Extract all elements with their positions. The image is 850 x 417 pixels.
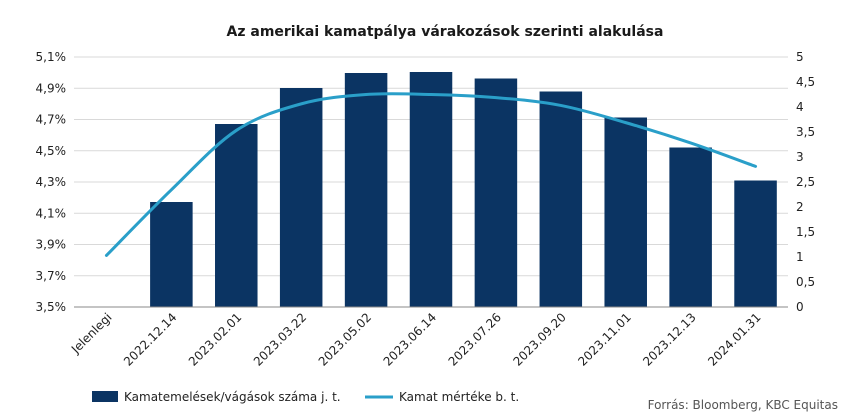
x-axis-ticks: Jelenlegi 2022.12.14 2023.02.01 2023.03.22 2…: [68, 310, 764, 368]
right-tick-label: 2,5: [796, 175, 815, 189]
bar: [669, 147, 712, 307]
left-tick-label: 4,7%: [36, 113, 67, 127]
x-tick-label: 2023.03.22: [251, 310, 309, 368]
right-tick-label: 4: [796, 100, 804, 114]
right-tick-label: 1,5: [796, 225, 815, 239]
bar: [409, 72, 453, 307]
left-tick-label: 3,7%: [36, 269, 67, 283]
right-tick-label: 4,5: [796, 75, 815, 89]
legend-line-label: Kamat mértéke b. t.: [399, 390, 519, 404]
right-axis-ticks: 0 0,5 1 1,5 2 2,5 3 3,5 4 4,5 5: [796, 50, 815, 314]
line-series: [104, 92, 758, 257]
bar: [474, 78, 518, 307]
left-tick-label: 4,9%: [36, 81, 67, 95]
bar: [279, 88, 323, 307]
right-tick-label: 3,5: [796, 125, 815, 139]
left-tick-label: 5,1%: [36, 50, 67, 64]
bar: [734, 180, 777, 307]
left-tick-label: 3,9%: [36, 238, 67, 252]
x-tick-label: 2023.11.01: [575, 310, 633, 368]
bar: [215, 124, 258, 307]
source-note: Forrás: Bloomberg, KBC Equitas: [648, 398, 838, 412]
right-tick-label: 5: [796, 50, 804, 64]
left-tick-label: 4,3%: [36, 175, 67, 189]
x-tick-label: 2023.09.20: [510, 310, 568, 368]
left-tick-label: 3,5%: [36, 300, 67, 314]
right-tick-label: 3: [796, 150, 804, 164]
x-tick-label: 2023.12.13: [640, 310, 698, 368]
x-tick-label: 2023.02.01: [186, 310, 244, 368]
left-tick-label: 4,5%: [36, 144, 67, 158]
left-axis-ticks: 3,5% 3,7% 3,9% 4,1% 4,3% 4,5% 4,7% 4,9% 5,1%: [36, 50, 67, 314]
x-tick-label: 2023.05.02: [316, 310, 374, 368]
x-tick-label: 2024.01.31: [705, 310, 763, 368]
legend-bar-label: Kamatemelések/vágások száma j. t.: [124, 390, 341, 404]
line-path: [104, 92, 758, 257]
bar: [604, 117, 647, 307]
legend: Kamatemelések/vágások száma j. t. Kamat …: [92, 390, 519, 404]
x-tick-label: 2022.12.14: [121, 310, 179, 368]
bar: [539, 91, 583, 307]
x-tick-label: Jelenlegi: [68, 310, 115, 357]
right-tick-label: 0: [796, 300, 804, 314]
legend-bar-swatch: [92, 391, 118, 402]
bar: [150, 202, 193, 307]
right-tick-label: 0,5: [796, 275, 815, 289]
bar: [344, 73, 388, 307]
bar-series: [150, 72, 777, 307]
right-tick-label: 2: [796, 200, 804, 214]
left-tick-label: 4,1%: [36, 206, 67, 220]
chart-title: Az amerikai kamatpálya várakozások szeri…: [227, 24, 664, 40]
right-tick-label: 1: [796, 250, 804, 264]
x-tick-label: 2023.07.26: [446, 310, 504, 368]
x-tick-label: 2023.06.14: [381, 310, 439, 368]
